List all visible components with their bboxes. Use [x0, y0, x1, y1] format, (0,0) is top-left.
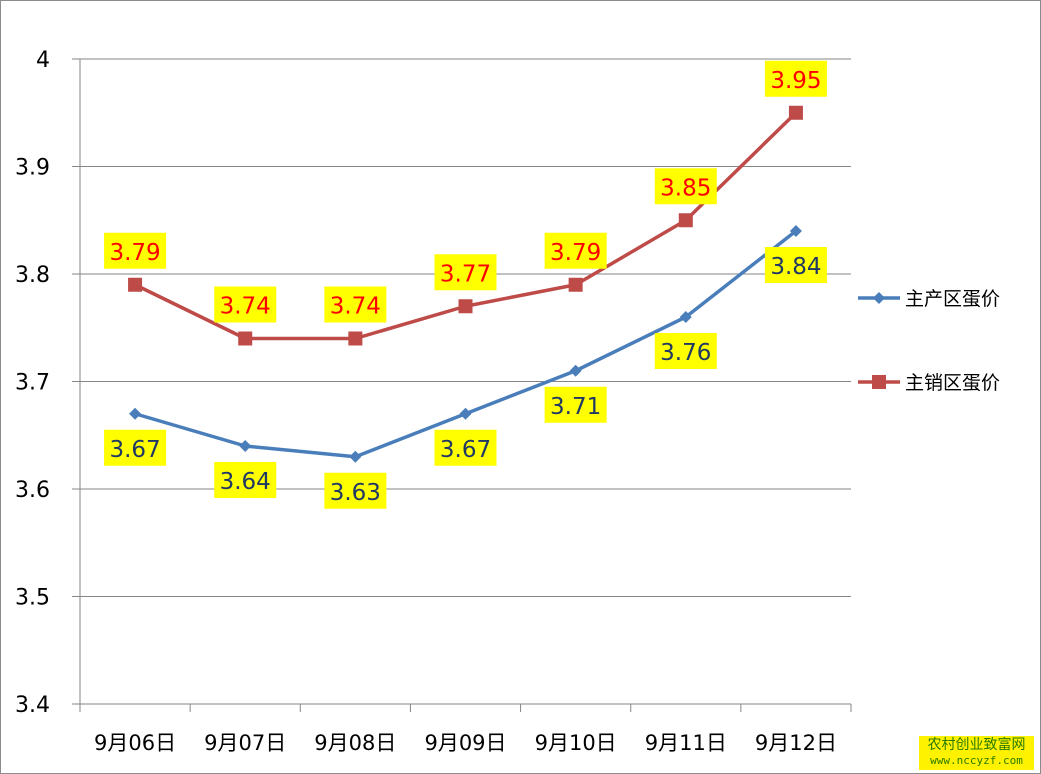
- data-label: 3.79: [550, 240, 601, 266]
- series-2: [128, 105, 803, 346]
- data-label: 3.79: [109, 240, 160, 266]
- data-label: 3.77: [440, 261, 491, 287]
- data-label-background: [434, 254, 497, 291]
- x-tick-label: 9月10日: [535, 731, 617, 755]
- data-labels-1: 3.67 3.64 3.63 3.67 3.71 3.76 3.84: [104, 247, 827, 509]
- x-tick-label: 9月09日: [424, 731, 506, 755]
- data-label: 3.74: [220, 294, 271, 320]
- data-label: 3.63: [330, 480, 381, 506]
- data-label: 3.71: [550, 394, 601, 420]
- data-label: 3.76: [660, 340, 711, 366]
- data-label-background: [104, 429, 167, 466]
- y-tick-label: 3.7: [15, 371, 50, 396]
- data-point-marker: [238, 331, 253, 346]
- data-label: 3.84: [770, 254, 821, 280]
- data-point-marker: [459, 407, 472, 420]
- data-label-background: [214, 462, 277, 498]
- data-point-marker: [679, 311, 692, 323]
- y-tick-label: 4: [36, 48, 50, 73]
- legend-label: 主产区蛋价: [905, 288, 1000, 310]
- x-tick-label: 9月12日: [755, 731, 837, 755]
- y-tick-label: 3.9: [15, 156, 50, 181]
- data-label-background: [544, 386, 607, 423]
- data-point-marker: [789, 225, 802, 237]
- y-tick-label: 3.4: [15, 693, 50, 718]
- data-label-background: [434, 429, 497, 466]
- data-label-background: [324, 472, 387, 509]
- data-point-marker: [788, 105, 803, 120]
- data-label-background: [654, 333, 717, 369]
- data-label-background: [654, 168, 717, 205]
- y-tick-label: 3.5: [15, 586, 50, 611]
- x-tick-label: 9月06日: [94, 731, 176, 755]
- data-point-marker: [129, 407, 142, 420]
- y-tick-label: 3.6: [15, 478, 50, 503]
- data-label: 3.64: [220, 469, 271, 495]
- data-label-background: [764, 60, 827, 97]
- data-point-marker: [569, 364, 582, 377]
- watermark-logo: 农村创业致富网 www.nccyzf.com: [919, 736, 1034, 770]
- legend-label: 主销区蛋价: [905, 372, 1000, 394]
- data-point-marker: [128, 277, 143, 292]
- data-label-background: [214, 286, 277, 323]
- data-label-background: [324, 286, 387, 323]
- x-tick-label: 9月11日: [645, 731, 727, 755]
- data-label-background: [764, 247, 827, 283]
- data-point-marker: [873, 292, 885, 304]
- data-point-marker: [348, 331, 363, 346]
- data-point-marker: [349, 450, 362, 463]
- data-label: 3.67: [109, 437, 160, 463]
- data-point-marker: [678, 213, 693, 228]
- x-tick-label: 9月07日: [204, 731, 286, 755]
- data-label: 3.85: [660, 175, 711, 201]
- gridlines: [72, 58, 851, 705]
- x-tick-label: 9月08日: [314, 731, 396, 755]
- series-1: [129, 225, 802, 463]
- data-point-marker: [239, 440, 252, 452]
- data-labels-2: 3.79 3.74 3.74 3.77 3.79 3.85 3.95: [104, 60, 827, 323]
- data-label-background: [104, 232, 167, 269]
- watermark-url: www.nccyzf.com: [930, 754, 1023, 767]
- data-label-background: [544, 232, 607, 269]
- data-label: 3.67: [440, 437, 491, 463]
- data-point-marker: [458, 299, 473, 314]
- watermark-text: 农村创业致富网: [927, 737, 1026, 753]
- data-label: 3.95: [770, 68, 821, 94]
- data-point-marker: [568, 277, 583, 292]
- data-point-marker: [872, 375, 886, 389]
- y-tick-label: 3.8: [15, 263, 50, 288]
- data-label: 3.74: [330, 294, 381, 320]
